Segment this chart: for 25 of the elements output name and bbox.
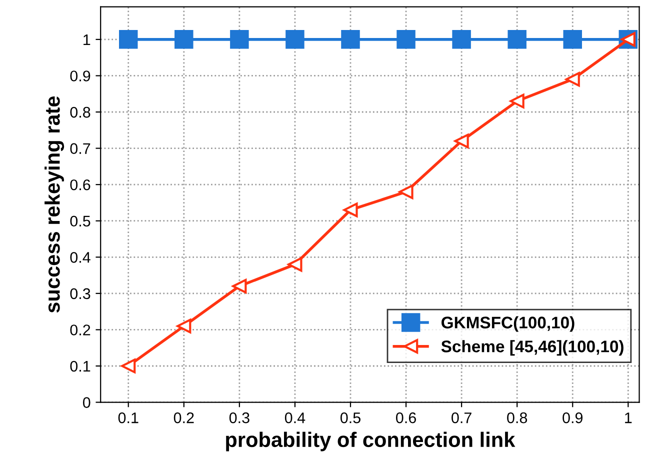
x-tick-label: 0.8: [507, 412, 528, 424]
y-tick-label: 0: [82, 397, 90, 408]
x-tick-label: 0.9: [562, 412, 583, 424]
legend-label: Scheme [45,46](100,10): [441, 340, 624, 356]
y-tick-label: 0.6: [70, 179, 90, 190]
x-tick-label: 0.2: [174, 412, 194, 424]
y-tick-label: 0.4: [70, 252, 90, 263]
y-tick-label: 1: [84, 34, 90, 45]
y-tick-label: 0.3: [70, 288, 90, 300]
x-tick-label: 0.4: [284, 412, 306, 424]
y-tick-label: 0.9: [70, 70, 90, 82]
y-axis-title: success rekeying rate: [44, 96, 64, 313]
x-tick-label: 0.6: [396, 412, 416, 424]
x-tick-label: 0.5: [340, 412, 360, 424]
x-tick-label: 1: [625, 412, 632, 424]
y-tick-label: 0.1: [70, 360, 90, 372]
y-tick-label: 0.7: [70, 143, 90, 154]
y-tick-label: 0.2: [70, 324, 90, 336]
legend-label: GKMSFC(100,10): [442, 316, 574, 332]
y-tick-label: 0.5: [70, 216, 90, 227]
x-tick-label: 0.1: [118, 412, 138, 424]
x-tick-label: 0.7: [452, 412, 472, 424]
x-tick-label: 0.3: [229, 412, 250, 424]
y-tick-label: 0.8: [70, 106, 90, 118]
x-axis-title: probability of connection link: [226, 432, 516, 452]
